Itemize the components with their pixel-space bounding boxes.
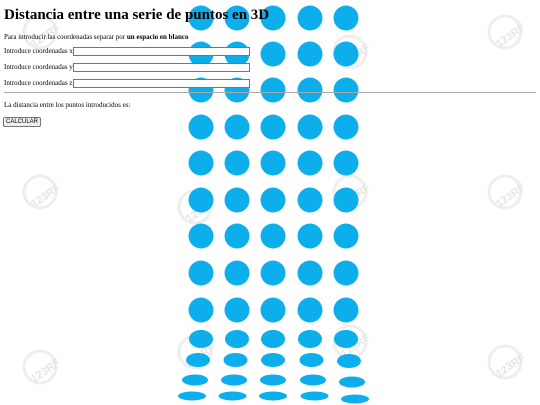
separator [4, 92, 536, 93]
dot [188, 150, 214, 176]
dot [333, 297, 359, 323]
instructions-text: Para introducir las coordenadas separar … [4, 33, 127, 41]
dot [224, 5, 250, 31]
dot [221, 374, 247, 386]
dot [333, 260, 359, 286]
dot [333, 77, 359, 103]
dot [218, 391, 247, 401]
dot [297, 223, 323, 249]
page-title: Distancia entre una serie de puntos en 3… [4, 7, 270, 23]
dot [260, 223, 286, 249]
dot [333, 41, 359, 67]
dot [224, 260, 250, 286]
dot [224, 114, 250, 140]
dot [339, 376, 365, 388]
dot [260, 297, 286, 323]
dot [260, 41, 286, 67]
dot [261, 353, 285, 367]
dot [224, 187, 250, 213]
dot [188, 187, 214, 213]
dot [189, 330, 213, 348]
dot [224, 150, 250, 176]
dot [333, 150, 359, 176]
dot [182, 374, 208, 386]
dot [188, 5, 214, 31]
dot [260, 77, 286, 103]
dot [188, 297, 214, 323]
dot [223, 353, 248, 367]
watermark-logo [22, 174, 58, 210]
watermark-logo [487, 344, 523, 380]
field-label: Introduce coordenadas x: [4, 47, 75, 55]
watermark-logo [487, 14, 523, 50]
input-x[interactable] [73, 47, 250, 56]
dot [186, 353, 210, 367]
dot [337, 354, 361, 368]
dot [298, 330, 322, 348]
instructions-bold: un espacio en blanco [126, 33, 189, 41]
dot [260, 374, 286, 386]
dot [297, 187, 323, 213]
dot [297, 114, 323, 140]
dot [259, 391, 287, 401]
input-y[interactable] [73, 63, 250, 72]
instructions: Para introducir las coordenadas separar … [4, 33, 189, 41]
dot [300, 374, 326, 386]
dot [188, 114, 214, 140]
dot [341, 394, 369, 404]
dot [178, 391, 206, 401]
dot [188, 223, 214, 249]
dot [300, 391, 329, 401]
dot [261, 330, 285, 348]
dot [297, 297, 323, 323]
dot [297, 150, 323, 176]
dot [260, 187, 286, 213]
dot [224, 223, 250, 249]
dot [333, 187, 359, 213]
dot [260, 150, 286, 176]
dot [297, 260, 323, 286]
dot [297, 41, 323, 67]
dot [333, 5, 359, 31]
input-z[interactable] [73, 79, 250, 88]
dot [333, 223, 359, 249]
dot [334, 330, 358, 348]
field-label: Introduce coordenadas z: [4, 79, 75, 87]
result-label: La distancia entre los puntos introducid… [4, 101, 131, 109]
dot [297, 5, 323, 31]
dot [224, 297, 250, 323]
watermark-logo [22, 14, 58, 50]
dot [333, 114, 359, 140]
calculate-button[interactable]: CALCULAR [3, 117, 42, 127]
dot [297, 77, 323, 103]
dot [260, 5, 286, 31]
dot [260, 260, 286, 286]
dot [225, 330, 249, 348]
dot [299, 353, 324, 367]
field-label: Introduce coordenadas y: [4, 63, 75, 71]
watermark-logo [22, 349, 58, 385]
dot [260, 114, 286, 140]
watermark-logo [487, 174, 523, 210]
dot [188, 260, 214, 286]
